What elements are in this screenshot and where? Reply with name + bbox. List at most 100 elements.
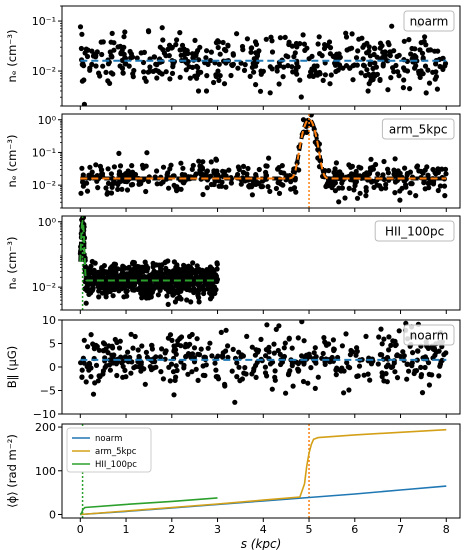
data-point xyxy=(356,36,362,42)
data-point xyxy=(245,165,251,172)
data-point xyxy=(335,67,341,73)
data-point xyxy=(360,44,366,50)
legend-label: arm_5kpc xyxy=(95,447,137,457)
data-point xyxy=(442,166,449,172)
data-point xyxy=(114,372,120,379)
data-point xyxy=(383,371,389,377)
data-point xyxy=(282,340,288,346)
data-point xyxy=(296,367,302,373)
data-point xyxy=(216,61,222,67)
data-point xyxy=(180,165,186,171)
data-point xyxy=(319,53,325,59)
data-point xyxy=(159,71,165,77)
data-point xyxy=(394,375,401,381)
data-point xyxy=(213,73,219,79)
data-point xyxy=(131,260,137,266)
data-point xyxy=(104,270,110,276)
data-point xyxy=(95,284,101,290)
data-point xyxy=(416,71,422,77)
data-point xyxy=(297,77,303,83)
data-point xyxy=(378,326,384,332)
data-point xyxy=(88,374,94,380)
model-curve xyxy=(79,218,218,282)
data-point xyxy=(169,70,176,76)
data-point xyxy=(153,262,159,268)
data-point xyxy=(387,53,393,59)
data-point xyxy=(381,378,387,384)
data-point xyxy=(333,372,339,378)
data-point xyxy=(220,39,226,46)
data-point xyxy=(273,185,279,192)
data-point xyxy=(160,376,166,382)
data-point xyxy=(166,364,172,370)
data-point xyxy=(86,360,92,366)
data-point xyxy=(423,90,429,96)
data-point xyxy=(235,164,241,170)
data-point xyxy=(122,367,128,373)
data-point xyxy=(171,259,177,265)
data-point xyxy=(364,50,370,56)
data-point xyxy=(194,63,200,69)
x-axis-label: s (kpc) xyxy=(241,537,282,550)
data-point xyxy=(333,367,339,373)
data-point xyxy=(280,74,286,80)
data-point xyxy=(83,300,89,306)
data-point xyxy=(407,86,413,92)
data-point xyxy=(171,273,177,279)
data-point xyxy=(191,285,197,291)
data-point xyxy=(130,71,136,77)
data-point xyxy=(252,352,258,358)
data-point xyxy=(119,57,125,64)
data-point xyxy=(145,69,151,75)
data-point xyxy=(185,50,191,57)
data-point xyxy=(240,169,246,175)
data-point xyxy=(383,181,389,188)
data-point xyxy=(180,179,186,185)
data-point xyxy=(383,364,390,370)
data-point xyxy=(154,181,160,187)
data-point xyxy=(271,350,277,356)
data-point xyxy=(109,343,115,349)
data-point xyxy=(277,351,283,357)
data-point xyxy=(411,370,417,377)
x-tick-label: 8 xyxy=(443,523,450,536)
data-point xyxy=(331,346,337,352)
data-point xyxy=(379,352,385,358)
data-point xyxy=(253,41,260,48)
data-point xyxy=(242,365,248,371)
data-point xyxy=(267,361,274,367)
data-point xyxy=(249,192,255,198)
data-point xyxy=(372,60,378,66)
data-point xyxy=(403,182,409,188)
data-point xyxy=(116,150,122,156)
data-point xyxy=(93,362,100,368)
data-point xyxy=(220,354,226,360)
data-point xyxy=(107,80,113,86)
data-point xyxy=(221,46,228,53)
data-point xyxy=(200,372,206,378)
data-point xyxy=(157,287,163,293)
data-point xyxy=(386,42,392,48)
data-point xyxy=(183,282,190,288)
data-point xyxy=(373,64,379,70)
data-point xyxy=(404,68,411,74)
y-tick-label: 10⁰ xyxy=(38,114,57,127)
y-axis-label: B∥ (μG) xyxy=(5,346,19,389)
data-point xyxy=(204,48,210,54)
data-point xyxy=(290,69,296,75)
data-point xyxy=(365,371,371,377)
data-point xyxy=(305,380,311,386)
data-point xyxy=(370,166,376,172)
data-point xyxy=(253,172,259,178)
data-point xyxy=(140,283,146,289)
data-point xyxy=(185,266,191,272)
data-point xyxy=(145,28,152,34)
data-point xyxy=(418,372,425,378)
data-point xyxy=(335,354,341,361)
data-point xyxy=(196,352,203,358)
data-point xyxy=(427,47,434,53)
data-point xyxy=(363,333,369,339)
data-point xyxy=(344,360,350,366)
data-point xyxy=(100,63,106,69)
data-point xyxy=(309,73,315,79)
